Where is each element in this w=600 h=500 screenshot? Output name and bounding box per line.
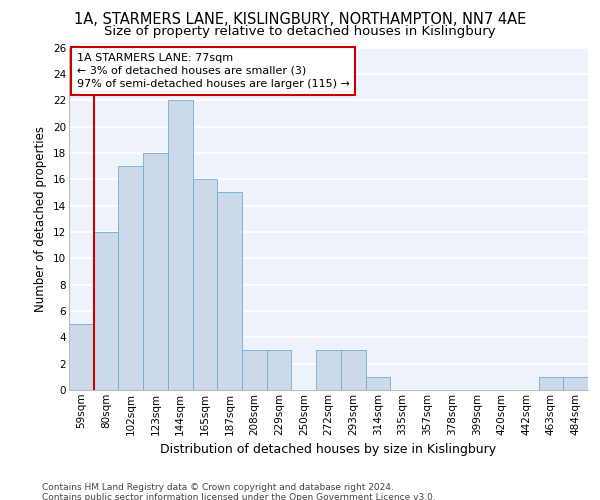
Text: 1A STARMERS LANE: 77sqm
← 3% of detached houses are smaller (3)
97% of semi-deta: 1A STARMERS LANE: 77sqm ← 3% of detached… [77, 52, 350, 89]
Bar [242, 350, 267, 390]
Bar [168, 100, 193, 390]
Bar [341, 350, 365, 390]
Text: Contains HM Land Registry data © Crown copyright and database right 2024.
Contai: Contains HM Land Registry data © Crown c… [42, 482, 436, 500]
X-axis label: Distribution of detached houses by size in Kislingbury: Distribution of detached houses by size … [160, 443, 497, 456]
Bar [563, 377, 588, 390]
Bar [539, 377, 563, 390]
Y-axis label: Number of detached properties: Number of detached properties [34, 126, 47, 312]
Bar [143, 153, 168, 390]
Bar [365, 377, 390, 390]
Bar [316, 350, 341, 390]
Bar [193, 179, 217, 390]
Text: 1A, STARMERS LANE, KISLINGBURY, NORTHAMPTON, NN7 4AE: 1A, STARMERS LANE, KISLINGBURY, NORTHAMP… [74, 12, 526, 28]
Bar [217, 192, 242, 390]
Bar [267, 350, 292, 390]
Text: Size of property relative to detached houses in Kislingbury: Size of property relative to detached ho… [104, 25, 496, 38]
Bar [69, 324, 94, 390]
Bar [94, 232, 118, 390]
Bar [118, 166, 143, 390]
